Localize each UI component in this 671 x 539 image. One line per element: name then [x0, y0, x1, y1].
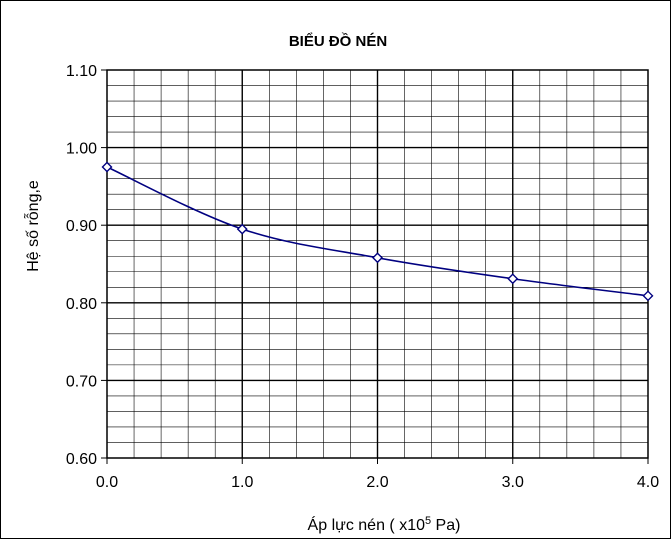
x-axis-label-sup: 5 [425, 515, 431, 527]
y-tick-labels: 0.60 0.70 0.80 0.90 1.00 1.10 [66, 63, 107, 468]
y-tick-label: 1.00 [66, 141, 97, 158]
data-point-marker [372, 252, 383, 264]
y-tick-label: 0.70 [66, 373, 97, 390]
x-axis-label-prefix: Áp lực nén ( x10 [308, 515, 426, 534]
series-group [101, 161, 654, 302]
major-grid [107, 70, 648, 458]
y-tick-label: 0.90 [66, 218, 97, 235]
x-axis-label-suffix: Pa) [431, 517, 460, 534]
x-axis-label: Áp lực nén ( x105 Pa) [308, 515, 461, 534]
x-tick-labels: 0.0 1.0 2.0 3.0 4.0 [96, 458, 659, 491]
x-tick-label: 2.0 [366, 474, 388, 491]
x-tick-label: 1.0 [231, 474, 253, 491]
chart-title: BIỂU ĐỒ NÉN [289, 32, 387, 50]
y-tick-label: 1.10 [66, 63, 97, 80]
y-axis-label: Hệ số rỗng,e [23, 180, 42, 272]
x-tick-label: 4.0 [637, 474, 659, 491]
y-tick-label: 0.60 [66, 451, 97, 468]
data-point-marker [236, 223, 248, 235]
data-point-marker [101, 161, 113, 173]
data-point-marker [642, 290, 654, 302]
y-tick-label: 0.80 [66, 296, 97, 313]
x-tick-label: 3.0 [502, 474, 524, 491]
x-tick-label: 0.0 [96, 474, 118, 491]
data-point-marker [507, 273, 519, 285]
